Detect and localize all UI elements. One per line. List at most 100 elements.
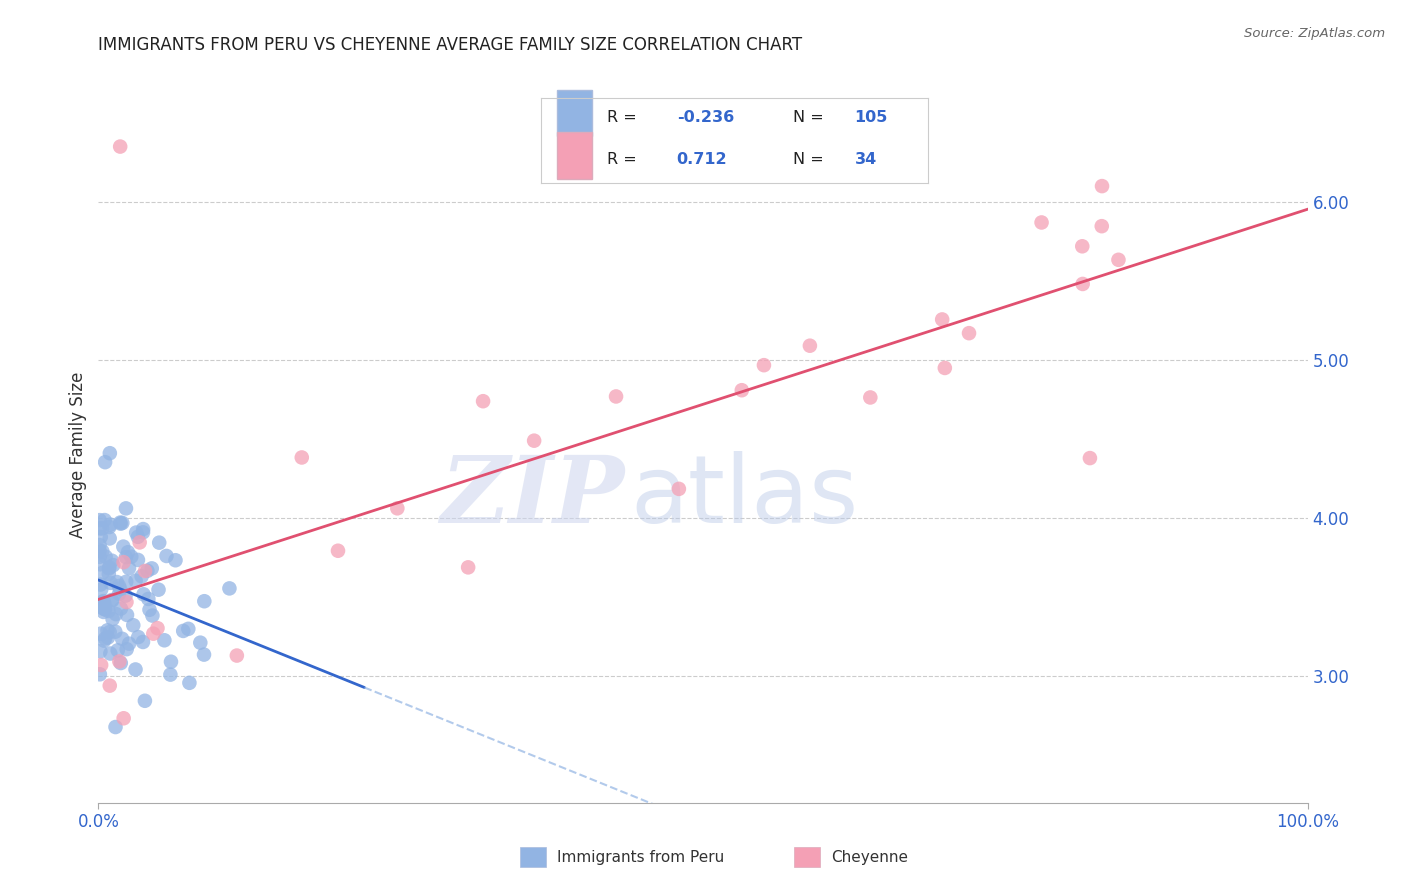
Text: IMMIGRANTS FROM PERU VS CHEYENNE AVERAGE FAMILY SIZE CORRELATION CHART: IMMIGRANTS FROM PERU VS CHEYENNE AVERAGE…: [98, 36, 803, 54]
Point: [98, 532, 121, 546]
Point: [1091, 219, 1114, 234]
Point: [134, 694, 156, 708]
Point: [957, 326, 980, 341]
Point: [101, 593, 124, 607]
Point: [115, 595, 138, 609]
Text: 34: 34: [855, 153, 877, 168]
Point: [89, 599, 111, 613]
Point: [127, 530, 149, 544]
Bar: [557, 90, 592, 136]
Point: [94, 632, 117, 646]
Point: [179, 676, 201, 690]
Point: [89, 513, 111, 527]
Point: [125, 525, 148, 540]
Point: [115, 550, 138, 565]
Point: [97, 566, 120, 581]
Text: Immigrants from Peru: Immigrants from Peru: [557, 850, 724, 864]
Point: [127, 630, 149, 644]
Point: [93, 594, 115, 608]
Point: [148, 582, 170, 597]
Point: [1071, 277, 1094, 291]
Point: [523, 434, 546, 448]
Point: [91, 521, 114, 535]
Point: [1031, 215, 1053, 229]
Point: [98, 517, 121, 532]
Point: [155, 549, 177, 563]
Point: [108, 579, 131, 593]
Point: [225, 648, 247, 663]
Text: 0.712: 0.712: [676, 153, 727, 168]
Point: [108, 582, 131, 596]
Bar: [557, 132, 592, 178]
Point: [90, 530, 112, 544]
Point: [98, 446, 121, 460]
Point: [90, 595, 112, 609]
Point: [89, 521, 111, 535]
Point: [193, 594, 215, 608]
Point: [124, 574, 146, 588]
Point: [98, 560, 121, 574]
Point: [104, 607, 127, 621]
Point: [605, 389, 627, 403]
Point: [90, 626, 112, 640]
Point: [91, 601, 114, 615]
Point: [105, 575, 128, 590]
Point: [138, 603, 160, 617]
Point: [91, 598, 114, 612]
Point: [115, 501, 138, 516]
Point: [89, 543, 111, 558]
Point: [177, 622, 200, 636]
Point: [193, 648, 215, 662]
Point: [110, 516, 132, 530]
Point: [110, 601, 132, 615]
Text: N =: N =: [793, 110, 828, 125]
Point: [1071, 239, 1094, 253]
Point: [291, 450, 314, 465]
Point: [97, 561, 120, 575]
Point: [104, 720, 127, 734]
Point: [1091, 179, 1114, 194]
Point: [132, 587, 155, 601]
Point: [132, 525, 155, 540]
Point: [97, 631, 120, 645]
Point: [132, 522, 155, 536]
Point: [93, 513, 115, 527]
Point: [117, 545, 139, 559]
Point: [128, 535, 150, 549]
Text: R =: R =: [607, 110, 643, 125]
Text: -0.236: -0.236: [676, 110, 734, 125]
Text: ZIP: ZIP: [440, 451, 624, 541]
Point: [731, 383, 754, 397]
Point: [89, 667, 111, 681]
Point: [110, 656, 132, 670]
Point: [146, 621, 169, 635]
Point: [165, 553, 187, 567]
Point: [1107, 252, 1129, 267]
Text: Cheyenne: Cheyenne: [831, 850, 908, 864]
Point: [115, 574, 138, 589]
Point: [110, 516, 132, 531]
Point: [120, 549, 142, 564]
Point: [89, 538, 111, 552]
Point: [98, 647, 121, 661]
Point: [93, 602, 115, 616]
Point: [104, 624, 127, 639]
Point: [326, 543, 349, 558]
Point: [91, 544, 114, 558]
Point: [752, 358, 775, 372]
Point: [89, 577, 111, 591]
Point: [90, 658, 112, 673]
Point: [96, 624, 118, 638]
Point: [108, 587, 131, 601]
Point: [134, 564, 156, 578]
Point: [89, 644, 111, 658]
Y-axis label: Average Family Size: Average Family Size: [69, 372, 87, 538]
Point: [127, 553, 149, 567]
Point: [93, 597, 115, 611]
Point: [153, 633, 176, 648]
Point: [931, 312, 953, 326]
Point: [94, 455, 117, 469]
Point: [103, 558, 125, 573]
Text: Source: ZipAtlas.com: Source: ZipAtlas.com: [1244, 27, 1385, 40]
Point: [101, 554, 124, 568]
